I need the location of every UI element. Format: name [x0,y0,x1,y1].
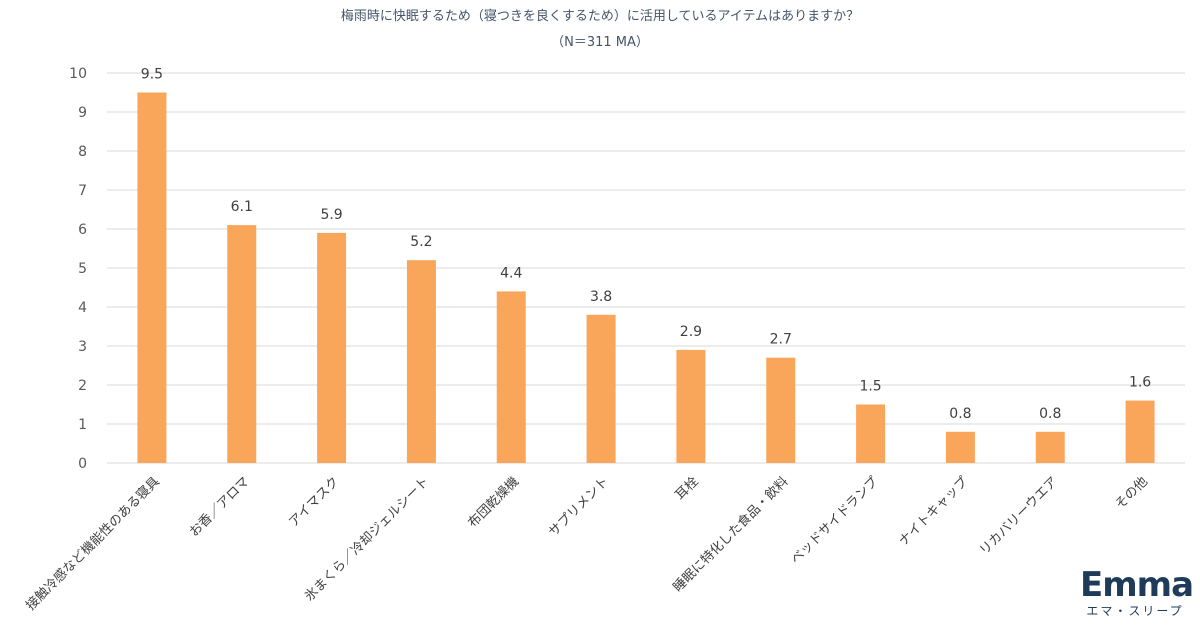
data-label: 3.8 [590,289,612,305]
data-labels: 9.5 6.1 5.9 5.2 4.4 3.8 2.9 2.7 1.5 0.8 0.8 1.6 [141,67,1152,422]
data-label: 5.9 [320,207,342,223]
x-category-label: アイマスク [286,474,342,530]
x-category-label: お香／アロマ [187,474,253,540]
x-category-label: サプリメント [546,474,612,540]
bar [317,232,347,463]
y-tick-label: 6 [78,222,87,238]
chart-subtitle: （N＝311 MA） [551,35,649,50]
y-tick-label: 3 [78,339,87,355]
bars [137,92,1155,463]
data-label: 2.9 [680,324,702,340]
data-label: 2.7 [770,332,792,348]
data-label: 1.6 [1129,375,1151,391]
data-label: 5.2 [410,234,432,250]
logo-wordmark: Emma [1080,565,1194,605]
y-tick-label: 1 [78,417,87,433]
y-tick-label: 7 [78,183,87,199]
data-label: 0.8 [1039,406,1061,422]
data-label: 0.8 [949,406,971,422]
data-label: 4.4 [500,265,522,281]
x-category-label: ナイトキャップ [896,474,971,549]
x-category-label: 耳栓 [673,474,702,503]
y-tick-label: 9 [78,105,87,121]
y-tick-label: 4 [78,300,87,316]
x-category-label: リカバリーウエア [977,474,1061,558]
bar [945,431,975,463]
bar [1035,431,1065,463]
y-tick-label: 5 [78,261,87,277]
bar [856,404,886,463]
x-category-label: 布団乾燥機 [465,474,522,531]
bar [227,225,257,463]
gridlines [107,72,1185,464]
x-category-label: 接触冷感など機能性のある寝具 [23,474,163,614]
bar [496,291,526,463]
data-label: 1.5 [859,379,881,395]
bar [586,314,616,463]
bar [1125,400,1155,463]
bar [137,92,167,463]
data-label: 9.5 [141,67,163,83]
emma-logo: Emma エマ・スリープ [1080,565,1194,619]
y-axis-ticks: 0 1 2 3 4 5 6 7 8 9 10 [69,66,87,472]
bar [766,357,796,463]
data-label: 6.1 [231,199,253,215]
y-tick-label: 2 [78,378,87,394]
bar [406,260,436,463]
x-category-label: その他 [1113,474,1151,512]
bar [676,349,706,463]
x-category-label: ベッドサイドランプ [788,474,881,567]
chart-title: 梅雨時に快眠するため（寝つきを良くするため）に活用しているアイテムはありますか？ [341,8,859,24]
y-tick-label: 0 [78,456,87,472]
y-tick-label: 10 [69,66,87,82]
y-tick-label: 8 [78,144,87,160]
logo-subtitle: エマ・スリープ [1086,604,1184,618]
